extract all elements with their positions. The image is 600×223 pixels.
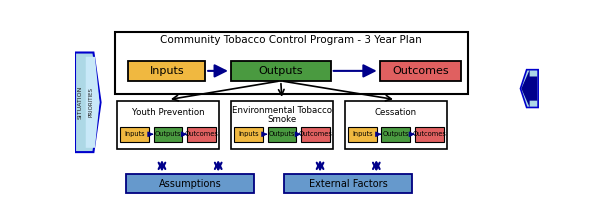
FancyBboxPatch shape [120, 127, 149, 142]
FancyBboxPatch shape [231, 101, 333, 149]
Polygon shape [86, 57, 100, 148]
Text: Outcomes: Outcomes [298, 131, 332, 137]
FancyBboxPatch shape [154, 127, 182, 142]
Polygon shape [75, 53, 101, 152]
Text: Community Tobacco Control Program - 3 Year Plan: Community Tobacco Control Program - 3 Ye… [160, 35, 422, 45]
Text: Inputs: Inputs [149, 66, 184, 76]
Text: Outcomes: Outcomes [412, 131, 446, 137]
Text: Smoke: Smoke [268, 115, 296, 124]
FancyBboxPatch shape [128, 61, 205, 81]
FancyBboxPatch shape [348, 127, 377, 142]
Polygon shape [521, 70, 537, 107]
FancyBboxPatch shape [380, 61, 461, 81]
Text: Outputs: Outputs [259, 66, 303, 76]
Text: Outcomes: Outcomes [392, 66, 449, 76]
FancyBboxPatch shape [187, 127, 216, 142]
Text: Inputs: Inputs [238, 131, 259, 137]
FancyBboxPatch shape [268, 127, 296, 142]
Text: Outputs: Outputs [269, 131, 295, 137]
FancyBboxPatch shape [415, 127, 444, 142]
FancyBboxPatch shape [117, 101, 219, 149]
Text: Outputs: Outputs [383, 131, 409, 137]
FancyBboxPatch shape [301, 127, 330, 142]
FancyBboxPatch shape [126, 174, 254, 193]
FancyBboxPatch shape [115, 32, 468, 94]
Text: External Factors: External Factors [309, 179, 388, 189]
Text: Cessation: Cessation [375, 108, 417, 117]
Text: PRIORITIES: PRIORITIES [88, 87, 94, 117]
FancyBboxPatch shape [344, 101, 447, 149]
Text: SITUATION: SITUATION [77, 86, 83, 119]
Text: Assumptions: Assumptions [159, 179, 221, 189]
Text: Youth Prevention: Youth Prevention [131, 108, 205, 117]
FancyBboxPatch shape [231, 61, 331, 81]
Text: Environmental Tobacco: Environmental Tobacco [232, 105, 332, 115]
FancyBboxPatch shape [284, 174, 412, 193]
Text: Inputs: Inputs [124, 131, 145, 137]
Text: Inputs: Inputs [352, 131, 373, 137]
Text: Outcomes: Outcomes [185, 131, 218, 137]
Text: Outputs: Outputs [155, 131, 181, 137]
FancyBboxPatch shape [382, 127, 410, 142]
FancyBboxPatch shape [234, 127, 263, 142]
Polygon shape [520, 70, 538, 107]
